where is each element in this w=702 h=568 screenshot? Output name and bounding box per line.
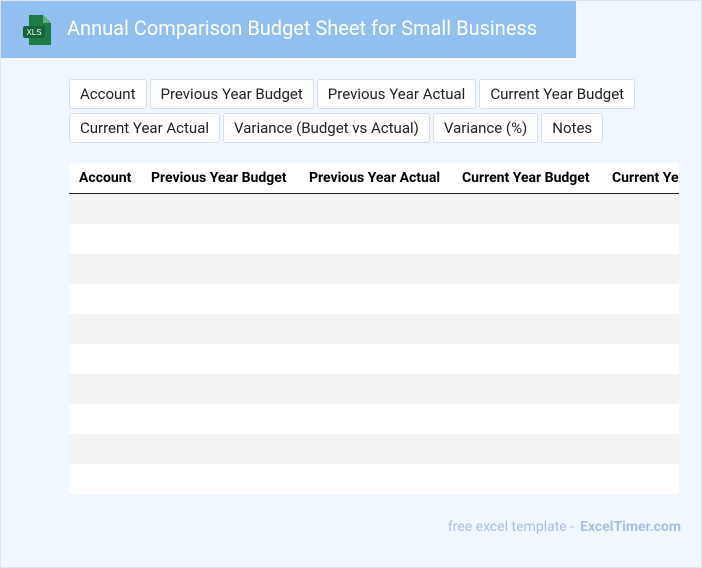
field-tag[interactable]: Notes [541, 113, 604, 143]
header-bar: XLS Annual Comparison Budget Sheet for S… [1, 1, 576, 58]
xls-icon: XLS [23, 15, 51, 45]
table-row [69, 314, 679, 344]
field-tag[interactable]: Account [69, 79, 147, 109]
table-row [69, 464, 679, 494]
icon-label: XLS [26, 28, 41, 37]
column-header: Account [79, 170, 132, 186]
field-tag[interactable]: Variance (%) [432, 113, 539, 143]
table-row [69, 434, 679, 464]
table-row [69, 404, 679, 434]
field-tag[interactable]: Variance (Budget vs Actual) [223, 113, 430, 143]
table-row [69, 194, 679, 224]
column-header: Previous Year Actual [309, 170, 441, 186]
field-tag[interactable]: Previous Year Budget [149, 79, 314, 109]
footer-brand[interactable]: ExcelTimer.com [580, 519, 681, 535]
field-tag[interactable]: Previous Year Actual [316, 79, 477, 109]
column-header: Current Year Budget [462, 170, 590, 186]
table-row [69, 254, 679, 284]
field-tags: Account Previous Year Budget Previous Year… [69, 79, 669, 143]
table-row [69, 374, 679, 404]
table-row [69, 344, 679, 374]
table: Account Previous Year Budget Previous Year… [69, 163, 679, 494]
table-row [69, 284, 679, 314]
field-tag[interactable]: Current Year Budget [479, 79, 636, 109]
field-tag[interactable]: Current Year Actual [69, 113, 220, 143]
column-header: Previous Year Budget [151, 170, 287, 186]
page-title: Annual Comparison Budget Sheet for Small… [67, 16, 538, 40]
table-body [69, 194, 679, 494]
table-header: Account Previous Year Budget Previous Year… [69, 163, 679, 194]
table-row [69, 224, 679, 254]
footer-text: free excel template - [447, 519, 575, 535]
column-header: Current Year Actual [612, 170, 679, 186]
footer: free excel template - ExcelTimer.com [448, 519, 681, 535]
